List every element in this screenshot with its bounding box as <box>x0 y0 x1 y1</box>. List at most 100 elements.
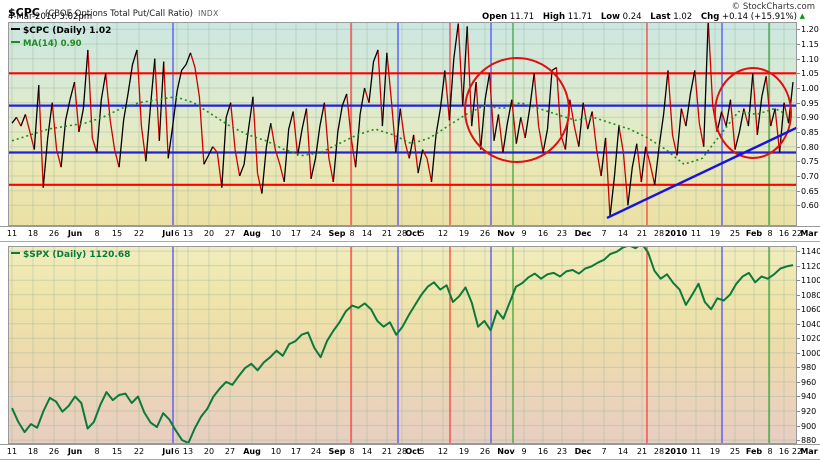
y-axis-label: 1.15 <box>801 40 819 49</box>
date-label: 19 <box>709 229 721 238</box>
y-axis-tick <box>797 147 800 148</box>
y-axis-tick <box>797 251 800 252</box>
date-label: 23 <box>556 229 568 238</box>
date-label: 21 <box>381 447 393 456</box>
date-label: Dec <box>574 447 592 456</box>
date-label: 7 <box>601 229 607 238</box>
date-label: 12 <box>437 229 449 238</box>
y-axis-tick <box>797 44 800 45</box>
cpc-chart-panel: $CPC (Daily) 1.02 MA(14) 0.90 <box>8 22 798 226</box>
date-label: 22 <box>133 229 145 238</box>
date-label: Nov <box>497 229 515 238</box>
date-label: 25 <box>729 447 741 456</box>
date-label: 26 <box>48 447 60 456</box>
chart-header: $CPC (CBOE Options Total Put/Call Ratio)… <box>8 1 815 19</box>
date-label: 2010 <box>664 229 688 238</box>
date-label: 11 <box>690 447 702 456</box>
date-label: 10 <box>270 447 282 456</box>
y-axis-label: 880 <box>801 436 817 445</box>
high-label: High <box>542 12 566 22</box>
y-axis-label: 1.05 <box>801 69 819 78</box>
y-axis-tick <box>797 353 800 354</box>
y-axis-tick <box>797 295 800 296</box>
date-label: Jun <box>67 447 83 456</box>
date-label: 23 <box>556 447 568 456</box>
date-label: 27 <box>224 229 236 238</box>
date-label: 21 <box>381 229 393 238</box>
date-label: Jun <box>67 229 83 238</box>
spx-plot-area <box>8 246 797 444</box>
date-axis-top: 11 18 26 Jun 8 15 22 Jul 6 13 20 27 Aug 10 17 24 Sep 8 14 2… <box>0 226 820 242</box>
date-label: 16 <box>537 447 549 456</box>
y-axis-label: 1120 <box>801 262 820 271</box>
y-axis-tick <box>797 73 800 74</box>
date-label: 8 <box>349 229 355 238</box>
y-axis-tick <box>797 396 800 397</box>
quote-row: 4-Mar-2010 3:02pm Open 11.71 High 11.71 … <box>8 12 815 22</box>
date-label: 28 <box>653 229 665 238</box>
open-value: 11.71 <box>509 12 535 22</box>
date-label: 14 <box>617 229 629 238</box>
y-axis-tick <box>797 440 800 441</box>
date-label: 8 <box>767 229 773 238</box>
date-label: Sep <box>328 229 346 238</box>
y-axis-label: 0.65 <box>801 187 819 196</box>
date-axis-bottom: 11 18 26 Jun 8 15 22 Jul 6 13 20 27 Aug 10 17 24 Sep 8 14 2… <box>0 444 820 460</box>
y-axis-label: 1.20 <box>801 25 819 34</box>
date-label: Jul <box>162 229 174 238</box>
y-axis-label: 0.70 <box>801 172 819 181</box>
change-up-arrow-icon: ▲ <box>799 12 805 20</box>
y-axis-tick <box>797 191 800 192</box>
y-axis-tick <box>797 309 800 310</box>
date-label: 26 <box>479 447 491 456</box>
date-label: 26 <box>479 229 491 238</box>
chg-value: +0.14 (+15.91%) <box>721 12 797 22</box>
y-axis-tick <box>797 103 800 104</box>
y-axis-label: 1140 <box>801 247 820 256</box>
date-label: 18 <box>27 229 39 238</box>
date-label: 28 <box>396 229 408 238</box>
date-label: 8 <box>94 229 100 238</box>
y-axis-tick <box>797 176 800 177</box>
symbol: $CPC <box>8 6 40 19</box>
date-label: 17 <box>290 229 302 238</box>
date-label: 24 <box>310 447 322 456</box>
y-axis-tick <box>797 367 800 368</box>
y-axis-label: 0.95 <box>801 99 819 108</box>
y-axis-label: 1080 <box>801 291 820 300</box>
stockcharts-credit-link[interactable]: © StockCharts.com <box>731 2 815 12</box>
date-label: 6 <box>174 447 180 456</box>
date-label: Sep <box>328 447 346 456</box>
date-label: 13 <box>182 447 194 456</box>
date-label: Dec <box>574 229 592 238</box>
cpc-line-swatch-icon <box>11 27 20 30</box>
cpc-legend-label: $CPC (Daily) 1.02 <box>23 26 112 36</box>
date-label: Jul <box>162 447 174 456</box>
last-value: 1.02 <box>673 12 693 22</box>
date-label: 28 <box>653 447 665 456</box>
y-axis-tick <box>797 205 800 206</box>
ma14-line-swatch-icon <box>11 40 20 43</box>
date-label: 19 <box>458 447 470 456</box>
date-label: 27 <box>224 447 236 456</box>
date-label: 18 <box>27 447 39 456</box>
index-tag: INDX <box>198 9 219 18</box>
date-label: 22 <box>133 447 145 456</box>
date-label: 28 <box>396 447 408 456</box>
date-label: 6 <box>174 229 180 238</box>
date-label: 11 <box>6 229 18 238</box>
y-axis-label: 980 <box>801 363 817 372</box>
y-axis-label: 920 <box>801 407 817 416</box>
date-label: 19 <box>709 447 721 456</box>
cpc-plot-area <box>8 22 798 226</box>
date-label: 25 <box>729 229 741 238</box>
date-label: 9 <box>521 447 527 456</box>
y-axis-label: 1.00 <box>801 84 819 93</box>
date-label: 21 <box>636 447 648 456</box>
y-axis-tick <box>797 29 800 30</box>
date-label: 14 <box>361 447 373 456</box>
spx-chart-panel: $SPX (Daily) 1120.68 <box>8 246 798 444</box>
date-label: 8 <box>767 447 773 456</box>
y-axis-tick <box>797 117 800 118</box>
date-label: 8 <box>94 447 100 456</box>
